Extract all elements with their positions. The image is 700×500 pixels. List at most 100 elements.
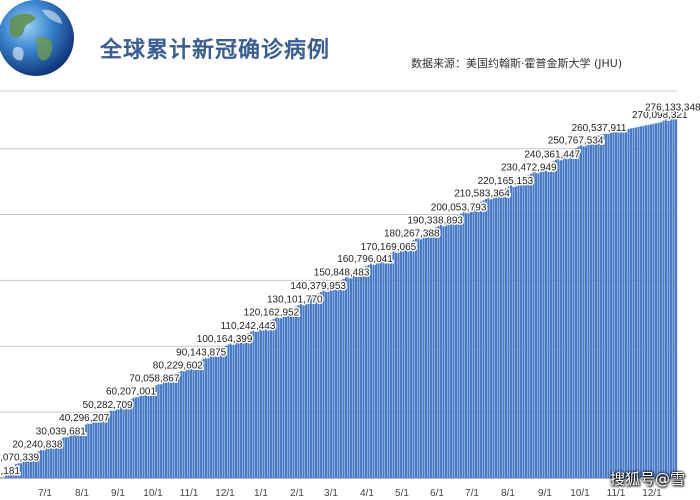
data-label: 270,098,321: [632, 110, 688, 121]
daily-bar: [77, 428, 80, 478]
daily-bar: [30, 455, 33, 478]
daily-bar: [517, 180, 520, 478]
daily-bar: [430, 230, 433, 478]
x-tick-label: 7/1: [38, 488, 52, 499]
daily-bar: [187, 366, 190, 478]
daily-bar: [60, 438, 63, 478]
daily-bar: [610, 132, 613, 479]
daily-bar: [230, 343, 233, 478]
daily-bar: [115, 407, 118, 478]
daily-bar: [25, 458, 28, 478]
daily-bar: [57, 440, 60, 478]
daily-bar: [245, 334, 248, 478]
daily-bar: [655, 123, 658, 478]
daily-bar: [130, 399, 133, 478]
daily-bar: [525, 176, 528, 478]
daily-bar: [272, 319, 275, 478]
daily-bar: [170, 376, 173, 478]
daily-bar: [182, 369, 185, 478]
x-tick-label: 10/1: [143, 488, 163, 499]
daily-bar: [82, 425, 85, 478]
daily-bar: [362, 267, 365, 478]
daily-bar: [410, 241, 413, 478]
daily-bar: [320, 292, 323, 478]
daily-bar: [87, 423, 90, 478]
data-label: 90,143,875: [176, 347, 226, 358]
daily-bar: [487, 197, 490, 478]
data-label: 70,058,867: [129, 374, 179, 385]
daily-bar: [195, 362, 198, 478]
x-tick-label: 11/1: [180, 488, 199, 499]
daily-bar: [302, 302, 305, 478]
daily-bar: [15, 464, 18, 478]
daily-bar: [565, 153, 568, 478]
daily-bar: [160, 382, 163, 478]
daily-bar: [67, 434, 70, 478]
daily-bar: [280, 314, 283, 478]
daily-bar: [137, 395, 140, 478]
daily-bar: [605, 133, 608, 478]
daily-bar: [275, 317, 278, 478]
data-label: 160,796,041: [337, 254, 393, 265]
daily-bar: [612, 132, 615, 478]
daily-bar: [62, 437, 65, 478]
daily-bar: [590, 139, 593, 478]
daily-bar: [322, 290, 325, 478]
daily-bar: [127, 400, 130, 478]
daily-bar: [560, 156, 563, 478]
daily-bar: [377, 259, 380, 478]
daily-bar: [295, 306, 298, 478]
daily-bar: [185, 368, 188, 478]
daily-bar: [147, 389, 150, 478]
daily-bar: [557, 158, 560, 478]
daily-bar: [465, 210, 468, 478]
daily-bar: [237, 338, 240, 478]
daily-bar: [445, 221, 448, 479]
daily-bar: [570, 150, 573, 478]
daily-bar: [92, 420, 95, 478]
daily-bar: [260, 326, 263, 478]
daily-bar: [600, 134, 603, 478]
daily-bar: [190, 365, 193, 478]
daily-bar: [462, 212, 465, 479]
daily-bar: [442, 223, 445, 478]
daily-bar: [292, 307, 295, 478]
daily-bar: [485, 198, 488, 479]
daily-bar: [200, 359, 203, 478]
data-label: 220,165,153: [478, 176, 534, 187]
daily-bar: [490, 196, 493, 479]
daily-bar: [37, 451, 40, 478]
daily-bar: [220, 348, 223, 478]
daily-bar: [562, 155, 565, 478]
daily-bar: [507, 186, 510, 478]
daily-bar: [52, 443, 55, 478]
daily-bar: [427, 231, 430, 478]
daily-bar: [387, 254, 390, 478]
daily-bar: [360, 268, 363, 478]
data-label: 120,162,952: [244, 308, 300, 319]
daily-bar: [315, 294, 318, 478]
daily-bar: [177, 372, 180, 478]
daily-bar: [402, 245, 405, 478]
daily-bar: [277, 316, 280, 478]
daily-bar: [587, 141, 590, 478]
daily-bar: [472, 206, 475, 479]
daily-bar: [235, 340, 238, 478]
daily-bar: [545, 165, 548, 478]
daily-bar: [552, 161, 555, 478]
daily-bar: [662, 120, 665, 478]
data-label: 130,101,770: [267, 295, 323, 306]
daily-bar: [102, 414, 105, 478]
daily-bar: [267, 321, 270, 478]
daily-bar: [452, 217, 455, 478]
daily-bar: [10, 469, 13, 478]
data-label: 190,338,893: [407, 215, 463, 226]
data-label: 170,169,065: [361, 242, 417, 253]
daily-bar: [65, 436, 68, 478]
daily-bar: [55, 441, 58, 478]
daily-bar: [122, 403, 125, 478]
daily-bar: [470, 207, 473, 478]
data-label: 40,296,207: [59, 413, 109, 424]
daily-bar: [340, 280, 343, 478]
daily-bar: [347, 275, 350, 478]
